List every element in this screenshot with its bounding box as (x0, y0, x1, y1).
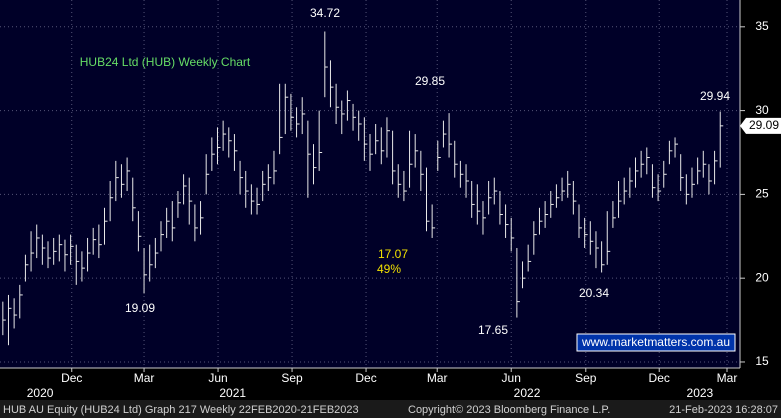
last-price-label: 29.09 (749, 118, 779, 132)
x-tick-label: Dec (61, 371, 82, 385)
x-tick-label: Jun (502, 371, 521, 385)
high-label: 34.72 (310, 6, 340, 20)
status-copyright: Copyright© 2023 Bloomberg Finance L.P. (408, 404, 610, 416)
x-axis-background (0, 368, 781, 400)
y-tick-label: 30 (755, 103, 769, 117)
low-label: 20.34 (579, 286, 609, 300)
status-timestamp: 21-Feb-2023 16:28:07 (669, 404, 778, 416)
status-security: HUB AU Equity (HUB24 Ltd) Graph 217 Week… (3, 404, 359, 416)
high-label: 29.94 (700, 89, 730, 103)
y-axis-background (740, 0, 781, 368)
y-tick-label: 25 (755, 187, 769, 201)
year-label: 2020 (27, 386, 54, 400)
watermark-box (576, 333, 736, 352)
watermark: www.marketmatters.com.au (581, 335, 730, 349)
plot-background (0, 0, 781, 368)
y-tick-label: 15 (755, 354, 769, 368)
chart-title: HUB24 Ltd (HUB) Weekly Chart (80, 55, 251, 69)
status-bar (0, 400, 781, 418)
x-tick-label: Dec (649, 371, 670, 385)
low-label: 17.65 (478, 323, 508, 337)
x-tick-label: Dec (355, 371, 376, 385)
last-price-marker (740, 117, 781, 134)
high-label: 29.85 (415, 74, 445, 88)
x-tick-label: Sep (575, 371, 597, 385)
y-tick-label: 20 (755, 270, 769, 284)
x-tick-label: Jun (208, 371, 227, 385)
year-label: 2021 (219, 386, 246, 400)
x-tick-label: Mar (427, 371, 448, 385)
low-label: 19.09 (125, 301, 155, 315)
x-tick-label: Sep (281, 371, 303, 385)
year-label: 2023 (687, 386, 714, 400)
y-tick-label: 35 (755, 19, 769, 33)
year-label: 2022 (514, 386, 541, 400)
annotation: 17.07 (378, 247, 408, 261)
x-tick-label: Mar (134, 371, 155, 385)
annotation: 49% (377, 262, 401, 276)
x-tick-label: Mar (717, 371, 738, 385)
